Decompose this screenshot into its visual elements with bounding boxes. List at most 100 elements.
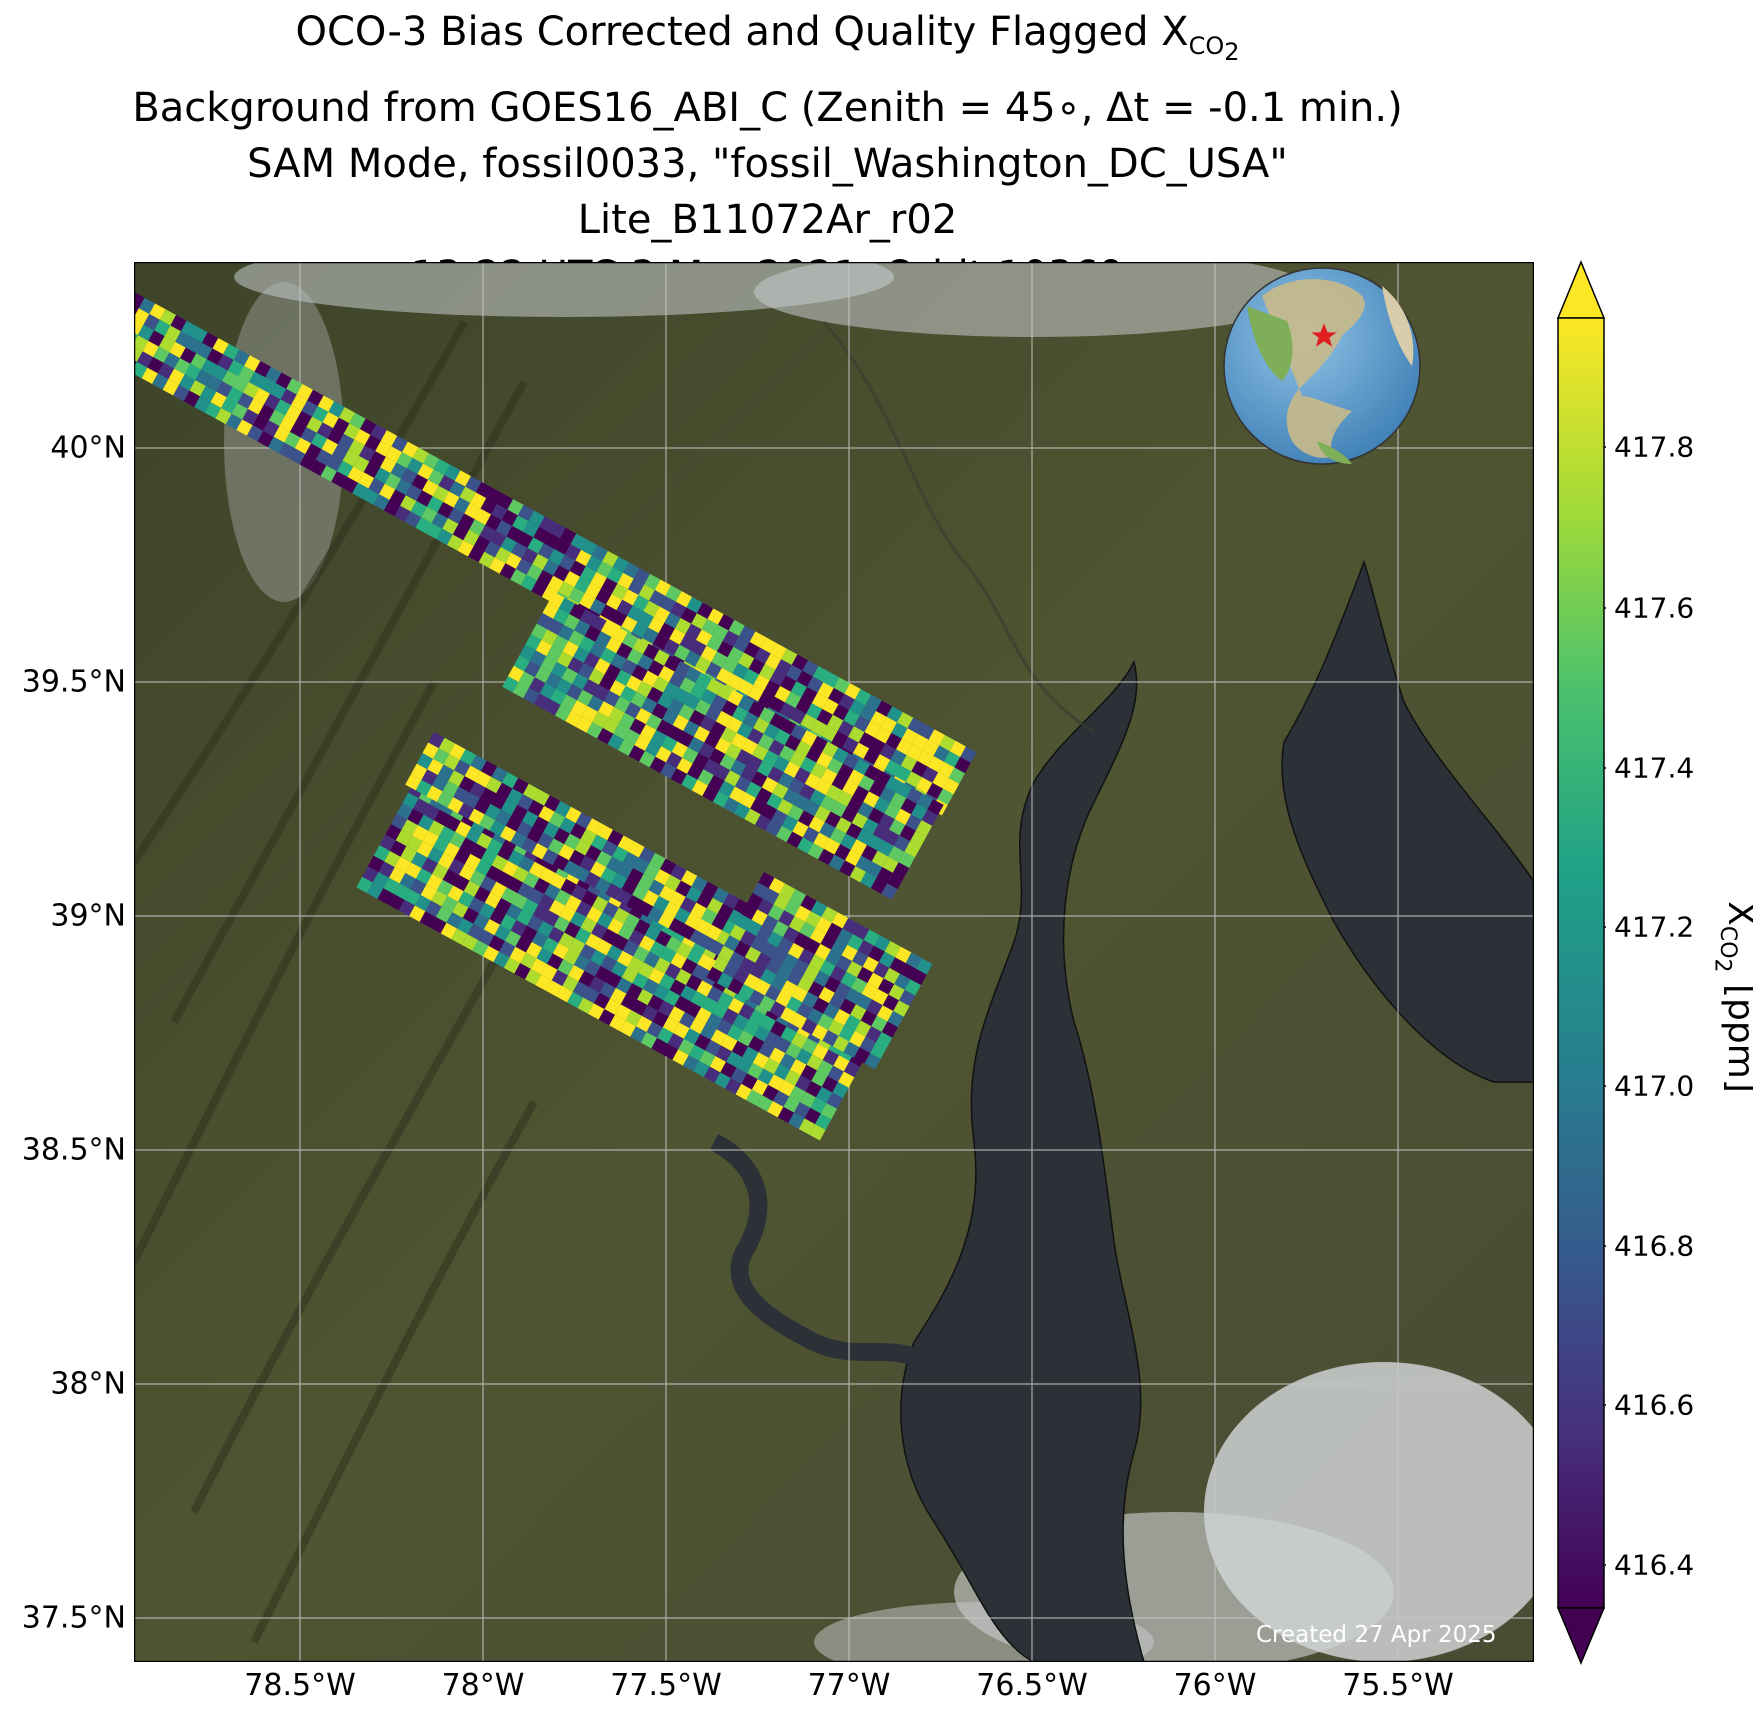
xco2-footprint xyxy=(661,1043,679,1060)
xco2-footprint xyxy=(738,652,755,669)
xco2-footprint xyxy=(485,514,502,531)
xco2-footprint xyxy=(306,416,323,433)
xco2-footprint xyxy=(797,975,814,992)
target-star xyxy=(1311,323,1337,347)
xco2-footprint xyxy=(643,600,660,618)
xco2-footprint xyxy=(400,495,417,512)
xco2-footprint xyxy=(174,358,191,375)
xco2-footprint xyxy=(380,456,397,474)
xco2-footprint xyxy=(811,735,828,753)
xco2-footprint xyxy=(787,804,804,822)
xco2-footprint xyxy=(892,862,910,879)
xco2-footprint xyxy=(457,540,474,557)
xco2-footprint xyxy=(641,697,658,714)
xco2-footprint xyxy=(882,994,899,1011)
xco2-footprint xyxy=(448,770,465,787)
xco2-footprint xyxy=(570,884,588,901)
xco2-footprint xyxy=(916,793,934,810)
xco2-footprint xyxy=(811,1024,829,1041)
xco2-footprint xyxy=(526,564,543,581)
xco2-footprint xyxy=(682,1055,700,1072)
xco2-footprint xyxy=(517,504,535,522)
xco2-footprint xyxy=(669,979,686,996)
xco2-footprint xyxy=(502,860,519,877)
xco2-footprint xyxy=(784,1069,801,1086)
xco2-footprint xyxy=(506,876,524,894)
xco2-footprint xyxy=(427,847,444,864)
xco2-footprint xyxy=(409,905,426,922)
xco2-footprint xyxy=(568,630,585,647)
xco2-footprint xyxy=(721,657,739,674)
xco2-footprint xyxy=(396,452,413,469)
xco2-footprint xyxy=(752,744,769,761)
xco2-footprint xyxy=(795,740,812,757)
xco2-footprint xyxy=(633,945,650,963)
xco2-footprint xyxy=(644,924,661,942)
xco2-footprint xyxy=(531,931,548,948)
xco2-footprint xyxy=(684,650,701,667)
xco2-footprint xyxy=(781,648,798,665)
xco2-footprint xyxy=(332,444,349,461)
xco2-footprint xyxy=(802,826,820,844)
xco2-footprint xyxy=(781,815,799,832)
xco2-footprint xyxy=(661,735,678,753)
xco2-footprint xyxy=(691,613,708,630)
xco2-footprint xyxy=(836,790,853,807)
xco2-footprint xyxy=(342,450,359,467)
xco2-footprint xyxy=(889,957,906,974)
xco2-footprint xyxy=(835,817,852,834)
xco2-footprint xyxy=(720,727,737,744)
xco2-footprint xyxy=(507,850,525,867)
xco2-footprint xyxy=(568,587,585,604)
xco2-footprint xyxy=(269,383,287,400)
xco2-footprint xyxy=(642,890,659,907)
xco2-footprint xyxy=(831,731,849,748)
xco2-footprint xyxy=(812,1043,829,1061)
xco2-footprint xyxy=(434,809,451,827)
xco2-footprint xyxy=(709,748,726,765)
xco2-footprint xyxy=(785,664,803,682)
xco2-footprint xyxy=(830,965,847,983)
colorbar xyxy=(1556,260,1606,1665)
xco2-footprint xyxy=(653,649,670,666)
xco2-footprint xyxy=(758,1041,775,1059)
xco2-footprint xyxy=(612,556,629,573)
xco2-footprint xyxy=(673,1022,690,1039)
xco2-footprint xyxy=(691,964,708,981)
xco2-footprint xyxy=(495,520,513,537)
xco2-footprint xyxy=(874,770,891,787)
xco2-footprint xyxy=(867,834,884,851)
xco2-footprint xyxy=(726,716,743,733)
xco2-footprint xyxy=(443,842,460,859)
xco2-footprint xyxy=(609,680,626,697)
xco2-footprint xyxy=(612,934,629,951)
xco2-footprint xyxy=(374,467,391,484)
xco2-footprint xyxy=(522,810,539,827)
xco2-footprint xyxy=(452,523,470,541)
xco2-footprint xyxy=(633,568,651,585)
xco2-footprint xyxy=(724,770,741,787)
xco2-footprint xyxy=(556,986,573,1003)
xco2-footprint xyxy=(441,895,458,913)
xco2-footprint xyxy=(762,915,779,932)
xco2-footprint xyxy=(552,854,569,871)
xco2-footprint xyxy=(395,829,413,847)
xco2-footprint xyxy=(557,624,575,641)
xco2-footprint xyxy=(667,698,685,715)
xco2-footprint xyxy=(593,992,611,1010)
xco2-footprint xyxy=(513,655,531,672)
xco2-footprint xyxy=(732,706,749,723)
xco2-footprint xyxy=(751,1079,769,1096)
xco2-footprint xyxy=(701,908,718,925)
xco2-footprint xyxy=(764,653,782,670)
xco2-footprint xyxy=(705,1013,723,1030)
xco2-footprint xyxy=(574,576,591,594)
xco2-footprint xyxy=(763,1058,780,1075)
xco2-footprint xyxy=(655,746,672,763)
xco2-footprint xyxy=(458,864,476,881)
xco2-footprint xyxy=(842,779,859,797)
xco2-footprint xyxy=(134,308,150,325)
xco2-footprint xyxy=(663,901,681,918)
xco2-footprint xyxy=(647,994,664,1012)
xco2-footprint xyxy=(406,457,424,475)
